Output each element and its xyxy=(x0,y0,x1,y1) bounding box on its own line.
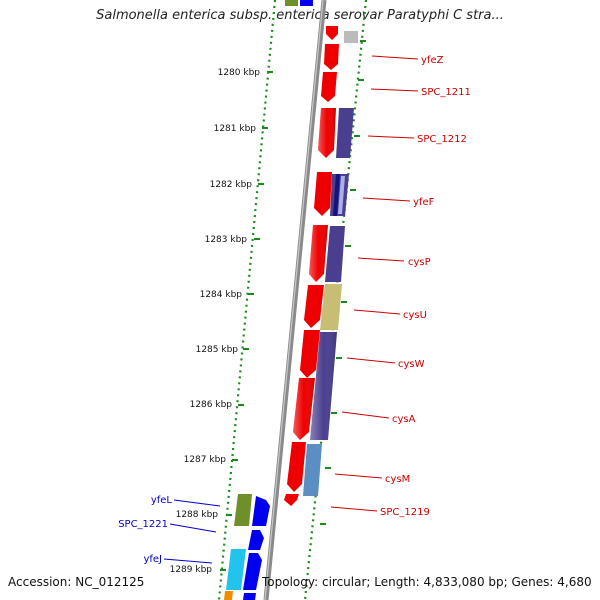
map-title: Salmonella enterica subsp. enterica sero… xyxy=(96,8,504,23)
feature-block xyxy=(243,593,256,600)
feature-arrow xyxy=(314,172,332,216)
ruler-ticks xyxy=(220,71,273,571)
gene-label[interactable]: SPC_1211 xyxy=(421,87,471,98)
feature-block xyxy=(333,174,340,216)
tick-label: 1284 kbp xyxy=(200,290,243,300)
genome-backbone xyxy=(263,0,327,600)
feature-arrow xyxy=(300,330,320,378)
gene-label[interactable]: cysP xyxy=(408,257,431,268)
gene-label[interactable]: yfeJ xyxy=(143,554,162,565)
feature-arrow xyxy=(321,72,337,102)
gene-label[interactable]: yfeZ xyxy=(421,55,444,66)
gene-label[interactable]: SPC_1221 xyxy=(118,519,168,530)
gene-label[interactable]: SPC_1219 xyxy=(380,507,430,518)
gene-label[interactable]: yfeF xyxy=(413,197,435,208)
feature-arrow xyxy=(326,26,338,40)
gene-labels-right: yfeZ SPC_1211 SPC_1212 yfeF cysP cysU cy… xyxy=(380,55,471,518)
feature-arrow xyxy=(284,494,299,506)
label-leader-lines-left xyxy=(163,499,221,564)
tick-label: 1283 kbp xyxy=(205,235,248,245)
label-leader-lines xyxy=(330,55,419,512)
gene-labels-left: yfeL SPC_1221 yfeJ xyxy=(118,495,172,565)
tick-label: 1280 kbp xyxy=(218,68,261,78)
feature-track-2 xyxy=(285,0,358,496)
inner-ruler-ticks xyxy=(320,40,366,525)
ruler-outer-dotted-line xyxy=(217,0,277,600)
tick-label: 1288 kbp xyxy=(176,510,219,520)
cds-track xyxy=(284,26,339,506)
gene-label[interactable]: cysU xyxy=(403,310,427,321)
feature-arrow xyxy=(252,496,270,526)
shading xyxy=(310,332,337,440)
feature-block xyxy=(320,284,342,330)
gene-label[interactable]: cysM xyxy=(385,474,410,485)
feature-block xyxy=(285,0,298,6)
feature-block xyxy=(303,444,322,496)
feature-arrow xyxy=(287,442,306,492)
feature-arrow xyxy=(243,553,262,590)
feature-block xyxy=(300,0,313,6)
feature-track-left xyxy=(224,494,270,600)
genome-summary-text: Topology: circular; Length: 4,833,080 bp… xyxy=(262,575,592,589)
feature-block xyxy=(226,549,246,590)
feature-block xyxy=(338,176,345,214)
tick-label: 1282 kbp xyxy=(210,180,253,190)
accession-text: Accession: NC_012125 xyxy=(8,575,145,589)
gene-label[interactable]: yfeL xyxy=(151,495,173,506)
feature-block xyxy=(234,494,252,526)
tick-label: 1286 kbp xyxy=(190,400,233,410)
gene-label[interactable]: cysA xyxy=(392,414,416,425)
feature-block xyxy=(325,226,345,282)
shading xyxy=(309,225,328,282)
backbone-highlight xyxy=(264,0,324,600)
shading xyxy=(293,378,315,440)
feature-block xyxy=(344,31,358,43)
gene-label[interactable]: SPC_1212 xyxy=(417,134,467,145)
feature-block xyxy=(224,591,233,600)
tick-label: 1287 kbp xyxy=(184,455,227,465)
tick-label: 1281 kbp xyxy=(214,124,257,134)
tick-label: 1289 kbp xyxy=(170,565,213,575)
feature-arrow xyxy=(304,285,324,328)
feature-arrow xyxy=(248,530,264,550)
feature-block xyxy=(336,108,354,158)
shading xyxy=(318,108,336,158)
tick-label: 1285 kbp xyxy=(196,345,239,355)
tick-labels: 1280 kbp 1281 kbp 1282 kbp 1283 kbp 1284… xyxy=(170,68,261,575)
gene-label[interactable]: cysW xyxy=(398,359,425,370)
feature-arrow xyxy=(324,44,339,70)
